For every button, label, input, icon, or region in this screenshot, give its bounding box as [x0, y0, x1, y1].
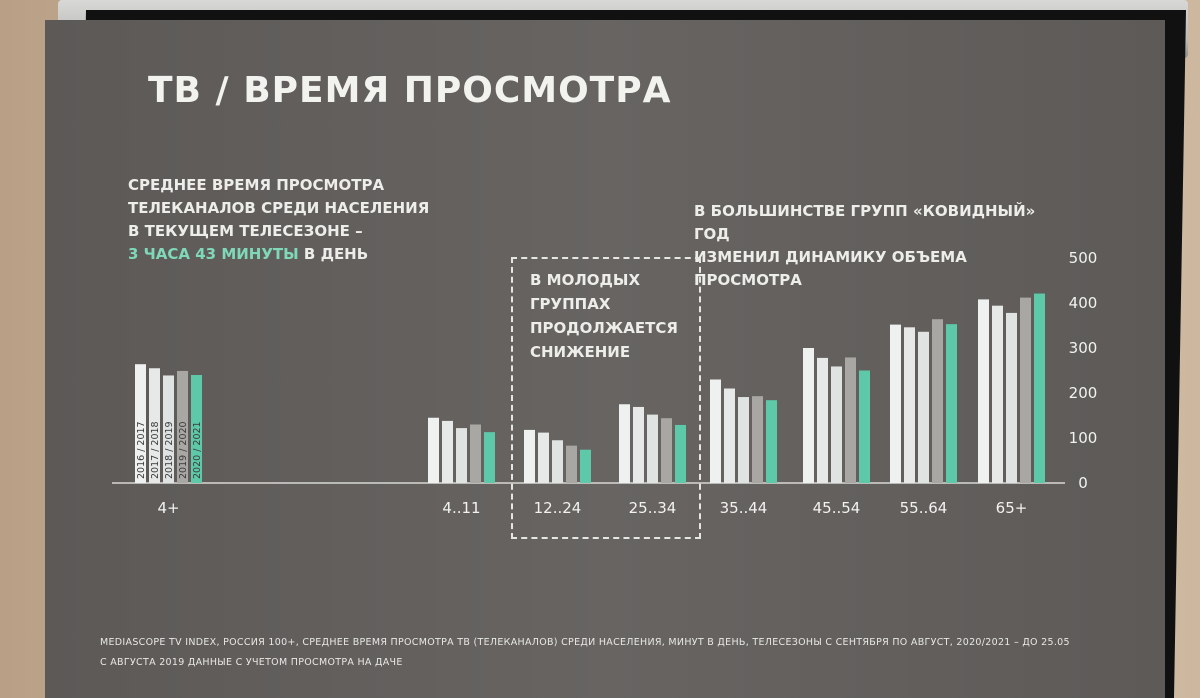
left-description-line-1: СРЕДНЕЕ ВРЕМЯ ПРОСМОТРА — [128, 176, 385, 194]
bar-25-34-series-2 — [633, 406, 644, 483]
y-tick-label: 100 — [1069, 429, 1098, 447]
bar-4+-series-3 — [163, 375, 174, 483]
footnote-line-2: С АВГУСТА 2019 ДАННЫЕ С УЧЕТОМ ПРОСМОТРА… — [100, 657, 403, 668]
bar-65+-series-4 — [1020, 297, 1031, 483]
category-label: 4..11 — [442, 499, 480, 517]
callout-line-1: В МОЛОДЫХ — [530, 271, 641, 289]
left-description-line-3: В ТЕКУЩЕМ ТЕЛЕСЕЗОНЕ – — [128, 222, 363, 240]
bar-12-24-series-2 — [538, 432, 549, 483]
series-label: 2016 / 2017 — [136, 421, 147, 479]
bar-25-34-series-3 — [647, 414, 658, 483]
category-label: 55..64 — [900, 499, 948, 517]
bar-4+-series-1 — [135, 364, 146, 483]
bar-35-44-series-1 — [710, 379, 721, 483]
bar-25-34-series-1 — [619, 404, 630, 483]
bar-35-44-series-4 — [752, 396, 763, 483]
bar-4-11-series-1 — [428, 417, 439, 483]
series-label: 2017 / 2018 — [150, 421, 161, 479]
category-label: 4+ — [157, 499, 179, 517]
right-description-line-2: ИЗМЕНИЛ ДИНАМИКУ ОБЪЕМА ПРОСМОТРА — [694, 248, 967, 289]
bar-35-44-series-2 — [724, 388, 735, 483]
bar-55-64-series-1 — [890, 324, 901, 483]
category-label: 65+ — [996, 499, 1028, 517]
bar-45-54-series-3 — [831, 366, 842, 483]
left-description-line-2: ТЕЛЕКАНАЛОВ СРЕДИ НАСЕЛЕНИЯ — [128, 199, 430, 217]
bar-4+-series-4 — [177, 370, 188, 483]
source-footnote: MEDIASCOPE TV INDEX, РОССИЯ 100+, СРЕДНЕ… — [100, 633, 1160, 673]
footnote-line-1: MEDIASCOPE TV INDEX, РОССИЯ 100+, СРЕДНЕ… — [100, 637, 1070, 648]
bar-55-64-series-3 — [918, 331, 929, 483]
bar-55-64-series-4 — [932, 319, 943, 483]
bar-35-44-series-5 — [766, 400, 777, 483]
y-tick-label: 0 — [1078, 474, 1088, 492]
y-tick-label: 400 — [1069, 294, 1098, 312]
bar-12-24-series-5 — [580, 449, 591, 483]
right-description-line-1: В БОЛЬШИНСТВЕ ГРУПП «КОВИДНЫЙ» ГОД — [694, 202, 1036, 243]
y-tick-label: 500 — [1069, 249, 1098, 267]
bar-65+-series-3 — [1006, 312, 1017, 483]
bar-12-24-series-3 — [552, 440, 563, 483]
bar-4-11-series-5 — [484, 432, 495, 483]
category-label: 12..24 — [534, 499, 582, 517]
bar-12-24-series-1 — [524, 429, 535, 483]
y-tick-label: 200 — [1069, 384, 1098, 402]
viewing-time-suffix: В ДЕНЬ — [298, 245, 369, 263]
callout-line-2: ГРУППАХ — [530, 295, 611, 313]
callout-line-3: ПРОДОЛЖАЕТСЯ — [530, 319, 678, 337]
callout-line-4: СНИЖЕНИЕ — [530, 343, 631, 361]
left-description: СРЕДНЕЕ ВРЕМЯ ПРОСМОТРА ТЕЛЕКАНАЛОВ СРЕД… — [128, 174, 458, 266]
bar-65+-series-5 — [1034, 293, 1045, 483]
right-description: В БОЛЬШИНСТВЕ ГРУПП «КОВИДНЫЙ» ГОД ИЗМЕН… — [694, 200, 1054, 292]
bar-55-64-series-5 — [946, 324, 957, 483]
bar-35-44-series-3 — [738, 397, 749, 483]
bar-4+-series-2 — [149, 368, 160, 483]
category-label: 35..44 — [720, 499, 768, 517]
bar-55-64-series-2 — [904, 327, 915, 483]
y-tick-label: 300 — [1069, 339, 1098, 357]
young-groups-dashed-box — [511, 257, 701, 539]
bar-45-54-series-1 — [803, 348, 814, 483]
bar-45-54-series-2 — [817, 357, 828, 483]
bar-4+-series-5 — [191, 375, 202, 483]
series-label: 2018 / 2019 — [164, 421, 175, 479]
bar-25-34-series-4 — [661, 418, 672, 483]
viewing-time-highlight: 3 ЧАСА 43 МИНУТЫ — [128, 245, 299, 263]
bar-4-11-series-4 — [470, 424, 481, 483]
category-label: 25..34 — [629, 499, 677, 517]
bar-4-11-series-3 — [456, 428, 467, 483]
left-description-line-4: 3 ЧАСА 43 МИНУТЫ В ДЕНЬ — [128, 243, 458, 266]
bar-25-34-series-5 — [675, 424, 686, 483]
young-groups-callout: В МОЛОДЫХ ГРУППАХ ПРОДОЛЖАЕТСЯ СНИЖЕНИЕ — [530, 268, 690, 364]
series-label: 2019 / 2020 — [178, 421, 189, 479]
category-label: 45..54 — [813, 499, 861, 517]
bar-4-11-series-2 — [442, 420, 453, 483]
series-label: 2020 / 2021 — [192, 421, 203, 479]
bar-45-54-series-5 — [859, 370, 870, 483]
bar-45-54-series-4 — [845, 357, 856, 483]
slide-title: ТВ / ВРЕМЯ ПРОСМОТРА — [148, 70, 672, 111]
bar-12-24-series-4 — [566, 445, 577, 483]
bar-65+-series-2 — [992, 305, 1003, 483]
bar-65+-series-1 — [978, 299, 989, 483]
